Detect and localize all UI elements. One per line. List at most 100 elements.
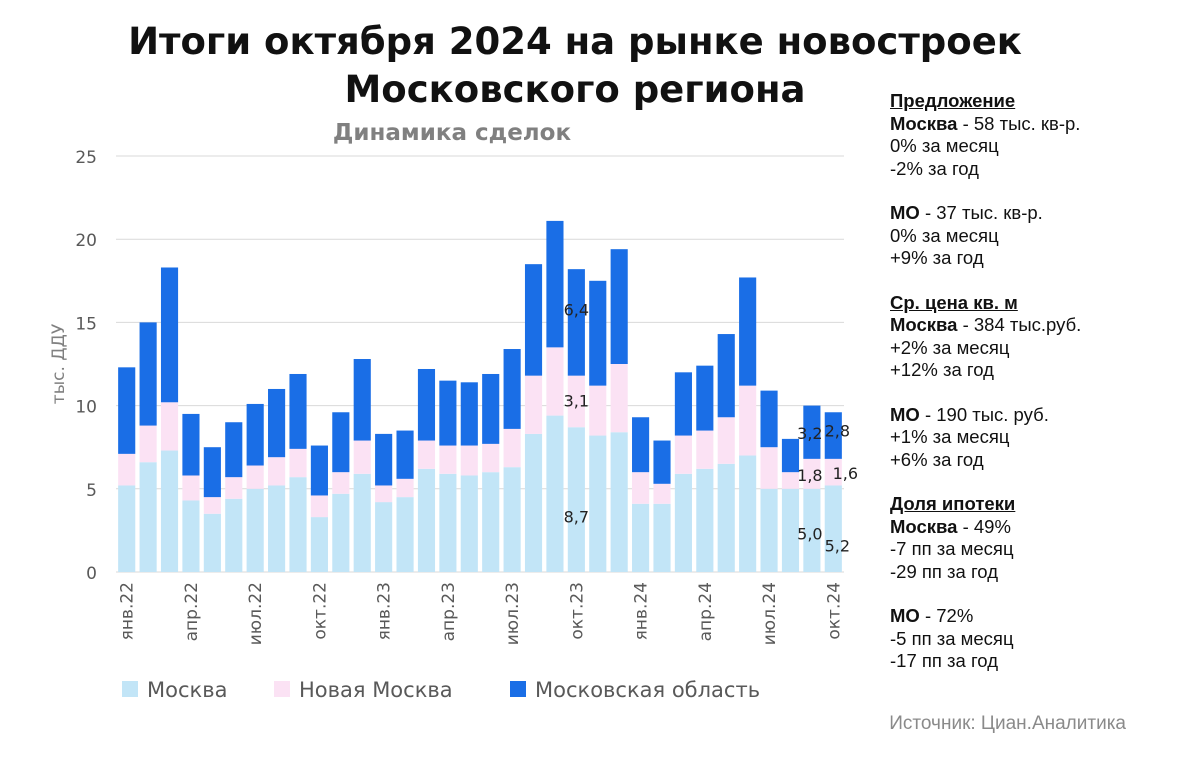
legend-swatch-Москва (122, 681, 138, 697)
chart-title: Динамика сделок (333, 120, 572, 146)
bar-янв.24-Новая Москва (632, 472, 650, 504)
bar-июн.22-Новая Москва (225, 477, 243, 499)
bar-окт.22-Москва (310, 517, 328, 572)
data-labels: 6,4 3,1 8,7 3,2 1,8 5,0 2,8 1,6 5,2 (564, 300, 858, 555)
bar-ноя.22-Москва (332, 493, 350, 572)
bar-сен.24-Московская область (803, 405, 821, 459)
deals-chart: 6,4 3,1 8,7 3,2 1,8 5,0 2,8 1,6 5,2 Динамика сде… (49, 120, 858, 702)
bar-май.22-Москва (203, 513, 221, 572)
bar-мар.23-Москва (417, 468, 436, 572)
supply-mo-year: +9% за год (890, 247, 984, 268)
price-mo-year: +6% за год (890, 448, 984, 470)
bar-янв.24-Московская область (632, 417, 650, 473)
supply-moscow-label: Москва (890, 112, 958, 134)
bar-июн.24-Новая Москва (739, 385, 757, 456)
supply-mo-label: МО (890, 202, 920, 223)
bar-ноя.23-Новая Москва (589, 385, 607, 436)
supply-mo-block: МО - 37 тыс. кв-р. 0% за месяц +9% за го… (890, 202, 1190, 270)
bar-авг.22-Новая Москва (268, 457, 286, 486)
bars (118, 220, 842, 572)
price-moscow-month: +2% за месяц (890, 336, 1010, 358)
bar-окт.22-Новая Москва (310, 495, 328, 518)
price-mo-month: +1% за месяц (890, 426, 1010, 447)
bar-окт.24-Москва (824, 485, 842, 572)
mortgage-heading: Доля ипотеки (890, 493, 1016, 514)
bar-июн.23-Москва (482, 472, 500, 572)
data-label-окт.23-Москва: 8,7 (564, 508, 589, 527)
bar-авг.23-Московская область (524, 264, 543, 376)
legend-swatch-Московская область (510, 681, 526, 697)
bar-ноя.23-Москва (589, 435, 607, 572)
supply-heading: Предложение (890, 90, 1016, 111)
bar-июн.23-Московская область (482, 373, 500, 444)
bar-май.24-Новая Москва (717, 417, 735, 464)
bar-сен.22-Новая Москва (289, 448, 307, 478)
bar-июл.22-Московская область (246, 403, 264, 466)
y-tick-label: 10 (75, 398, 97, 418)
data-label-окт.24-Московская область: 2,8 (825, 422, 850, 441)
supply-moscow-line: Москва - 58 тыс. кв-р. (890, 113, 1190, 136)
bar-фев.22-Москва (139, 462, 157, 572)
bar-мар.24-Москва (674, 473, 692, 572)
mortgage-moscow-label: Москва (890, 515, 958, 537)
bar-мар.22-Новая Москва (160, 402, 179, 451)
mortgage-moscow-block: Доля ипотеки Москва - 49% -7 пп за месяц… (890, 493, 1190, 583)
legend-label-Московская область: Московская область (535, 678, 760, 702)
bar-дек.22-Москва (353, 473, 371, 572)
bar-апр.23-Новая Москва (439, 445, 457, 474)
price-mo-line: МО - 190 тыс. руб. (890, 404, 1190, 427)
mortgage-moscow-year: -29 пп за год (890, 560, 998, 582)
bar-мар.22-Московская область (160, 267, 179, 403)
bar-авг.22-Московская область (268, 388, 286, 458)
bar-янв.22-Москва (118, 485, 136, 572)
mortgage-moscow-value: - 49% (957, 515, 1011, 537)
bar-окт.23-Новая Москва (567, 375, 585, 428)
x-tick-label: июл.22 (246, 582, 266, 645)
supply-moscow-block: Предложение Москва - 58 тыс. кв-р. 0% за… (890, 90, 1190, 180)
y-tick-label: 20 (75, 231, 97, 251)
x-tick-label: июл.23 (503, 582, 523, 645)
bar-фев.24-Новая Москва (653, 483, 671, 504)
bar-апр.22-Москва (182, 500, 200, 572)
bar-фев.23-Московская область (396, 430, 414, 479)
bar-июн.22-Московская область (225, 422, 243, 478)
bar-янв.23-Москва (375, 502, 393, 572)
bar-фев.23-Новая Москва (396, 478, 414, 498)
bar-июн.24-Москва (739, 455, 757, 572)
bar-сен.24-Новая Москва (803, 458, 821, 489)
bar-авг.24-Москва (781, 488, 800, 572)
bar-фев.24-Московская область (653, 440, 671, 484)
x-tick-label: окт.23 (567, 582, 587, 640)
bar-июл.24-Новая Москва (760, 447, 778, 489)
title-line-2: Московского региона (344, 68, 806, 111)
legend-label-Москва: Москва (147, 678, 227, 702)
bar-дек.22-Московская область (353, 359, 371, 441)
data-label-окт.23-Новая Москва: 3,1 (564, 391, 589, 410)
bar-май.24-Москва (717, 463, 735, 572)
bar-мар.22-Москва (160, 450, 179, 572)
price-mo-block: МО - 190 тыс. руб. +1% за месяц +6% за г… (890, 404, 1190, 472)
price-moscow-label: Москва (890, 314, 958, 335)
bar-мар.24-Московская область (674, 372, 692, 436)
bar-апр.24-Московская область (696, 365, 714, 431)
x-tick-label: окт.24 (824, 582, 844, 640)
bar-июл.24-Московская область (760, 390, 778, 448)
bar-май.22-Московская область (203, 447, 221, 498)
bar-сен.23-Новая Москва (546, 347, 564, 416)
mortgage-mo-year: -17 пп за год (890, 650, 998, 671)
bar-апр.23-Московская область (439, 380, 457, 446)
price-moscow-line: Москва - 384 тыс.руб. (890, 314, 1190, 337)
price-heading: Ср. цена кв. м (890, 291, 1018, 313)
bar-июл.23-Новая Москва (503, 428, 521, 468)
data-label-окт.24-Новая Москва: 1,6 (833, 464, 858, 483)
bar-сен.22-Москва (289, 477, 307, 572)
price-mo-value: - 190 тыс. руб. (919, 403, 1049, 425)
mortgage-mo-line: МО - 72% (890, 605, 1190, 628)
data-label-окт.23-Московская область: 6,4 (564, 300, 589, 319)
mortgage-moscow-line: Москва - 49% (890, 516, 1190, 539)
title-line-1: Итоги октября 2024 на рынке новостроек (128, 20, 1022, 63)
supply-moscow-value: - 58 тыс. кв-р. (957, 112, 1081, 134)
bar-окт.23-Московская область (567, 269, 585, 376)
x-tick-label: апр.24 (696, 582, 716, 641)
bar-сен.23-Москва (546, 415, 564, 572)
